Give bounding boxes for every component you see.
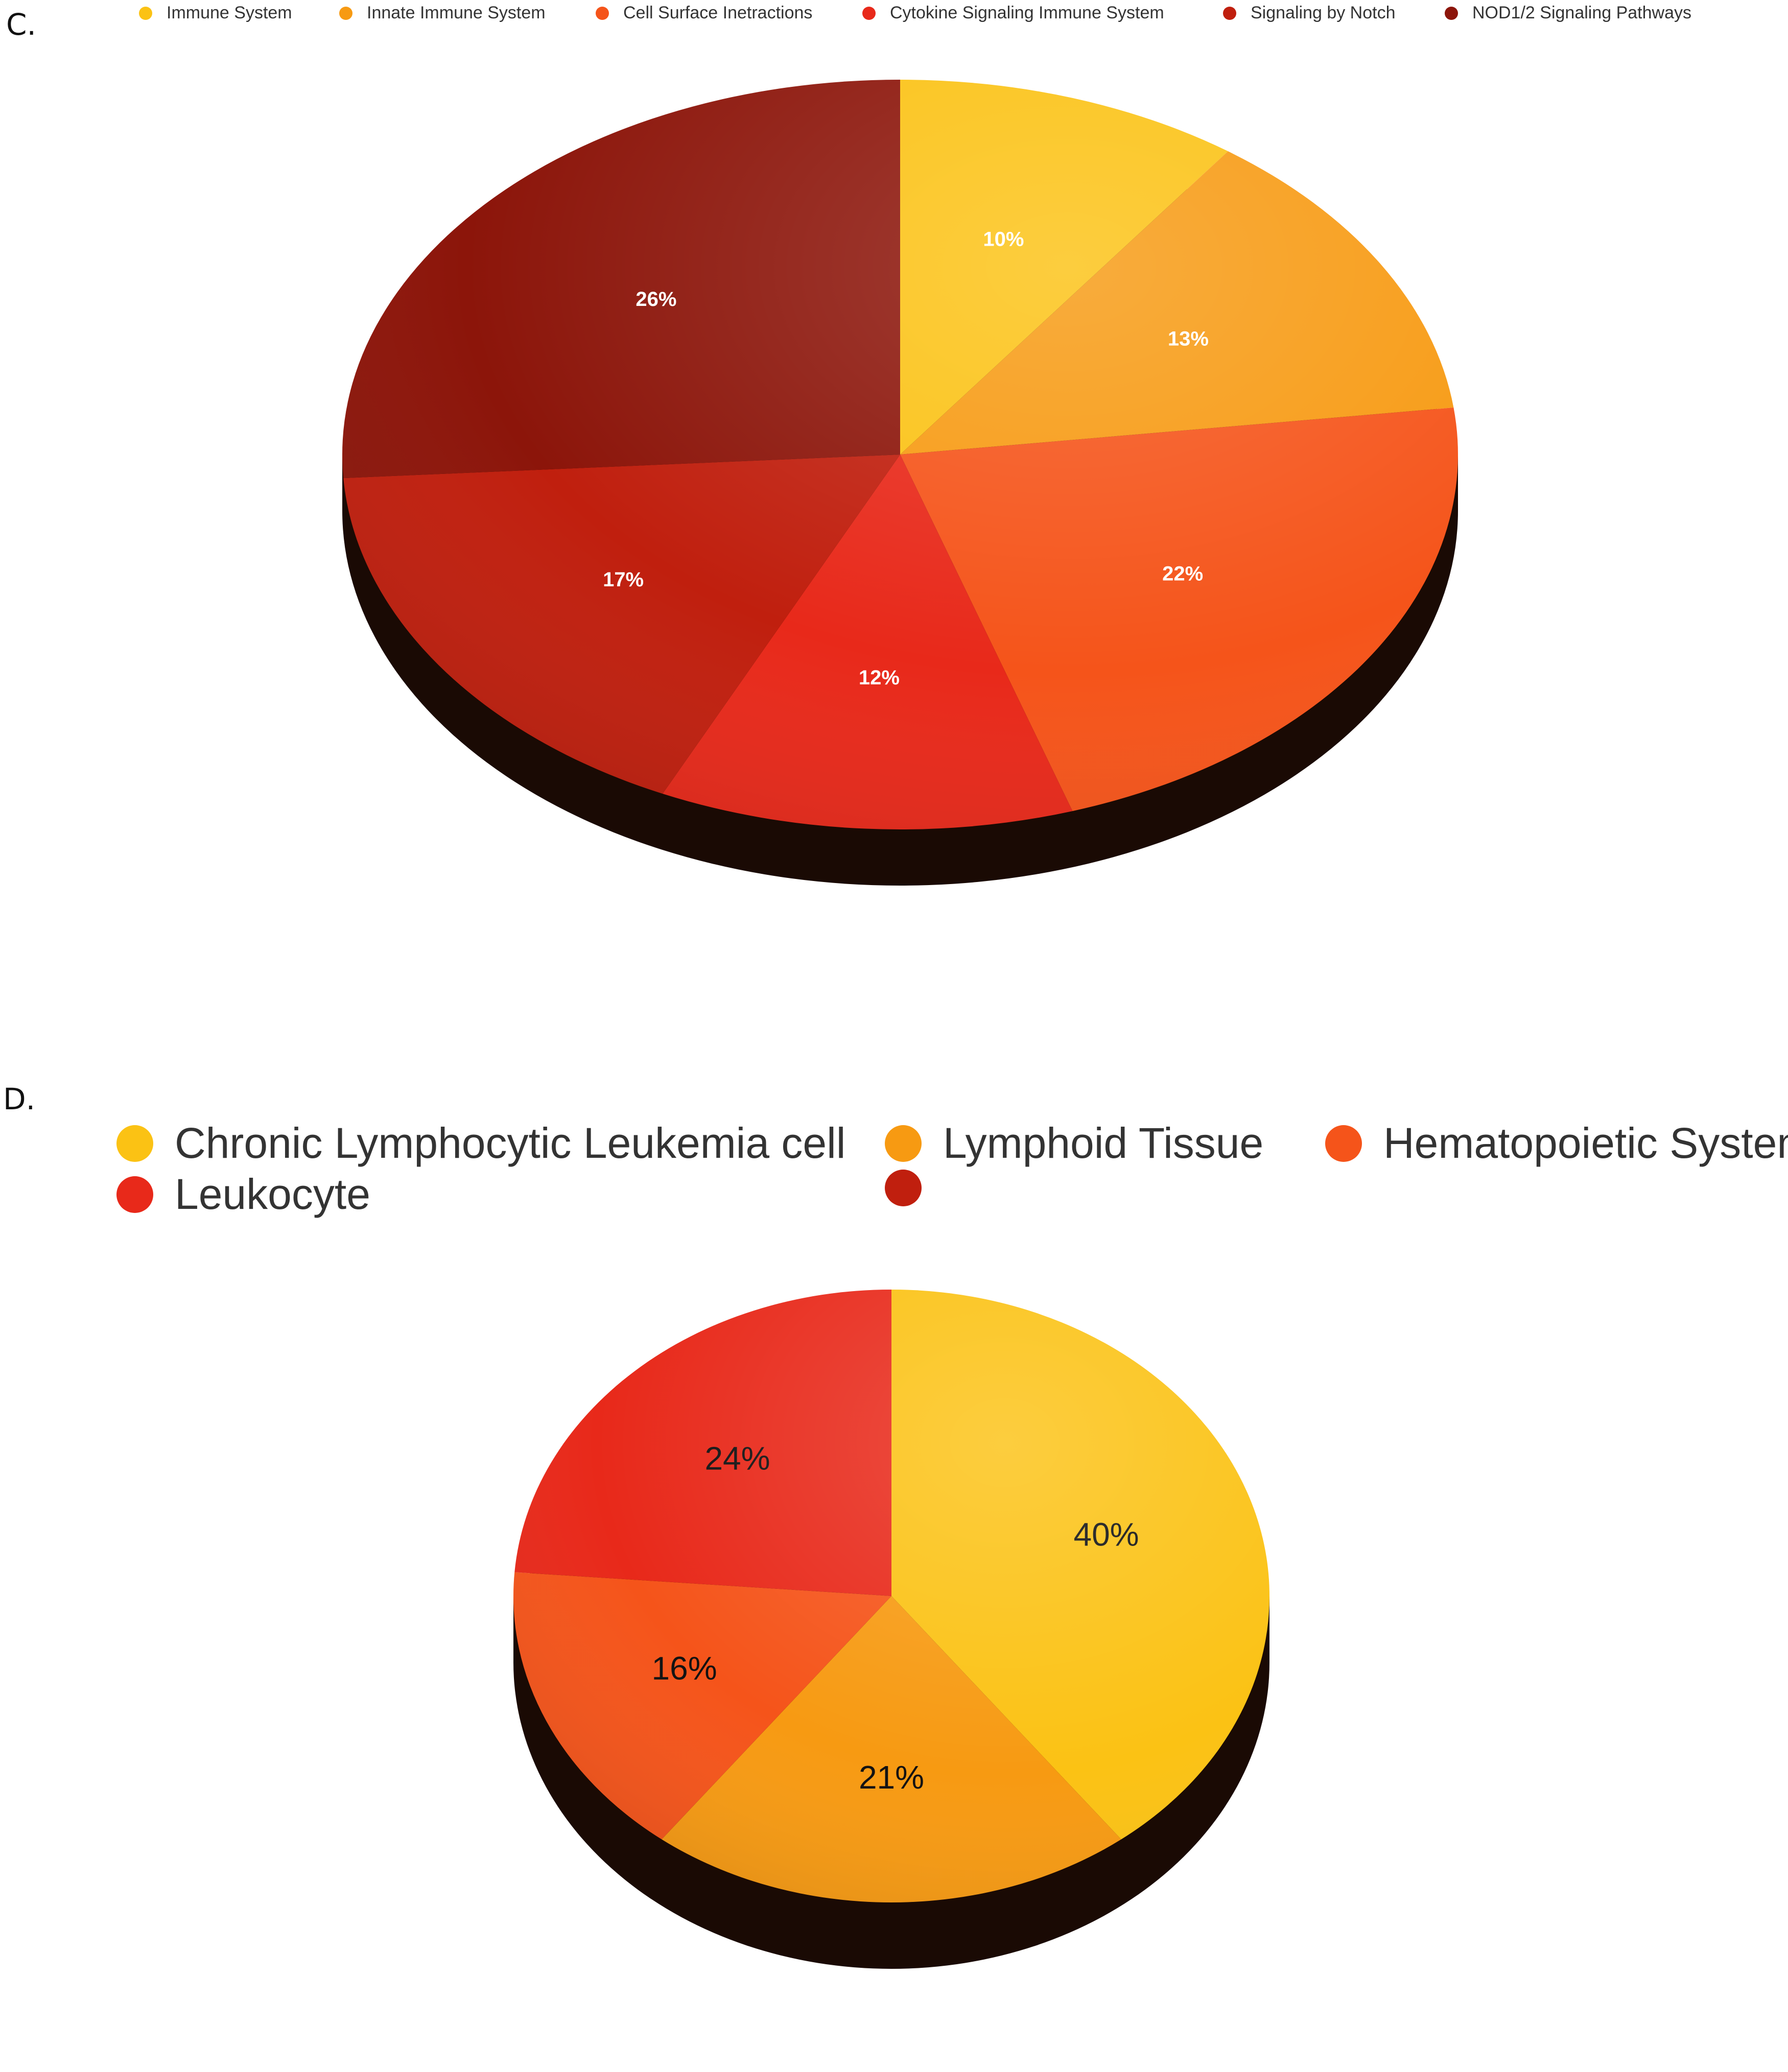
legend-dot-icon xyxy=(339,6,352,20)
legend-dot-icon xyxy=(885,1125,922,1162)
pie-d-highlight xyxy=(513,1290,1269,1902)
legend-label: Innate Immune System xyxy=(367,3,546,22)
legend-label: Immune System xyxy=(167,3,292,22)
legend-d-item: Leukocyte xyxy=(116,1170,370,1219)
legend-dot-icon xyxy=(1325,1125,1362,1162)
panel-d-label: D. xyxy=(3,1082,36,1116)
legend-d-item: Lymphoid Tissue xyxy=(885,1118,1263,1168)
legend-dot-icon xyxy=(885,1170,922,1206)
legend-d-item xyxy=(885,1170,943,1206)
legend-dot-icon xyxy=(1223,6,1236,20)
legend-c-item: Cytokine Signaling Immune System xyxy=(862,3,1164,23)
legend-label: Chronic Lymphocytic Leukemia cell xyxy=(175,1119,846,1167)
legend-label: Lymphoid Tissue xyxy=(943,1119,1264,1167)
panel-c-label: C. xyxy=(6,7,36,42)
legend-d-item: Chronic Lymphocytic Leukemia cell xyxy=(116,1118,845,1168)
legend-dot-icon xyxy=(596,6,609,20)
legend-c-item: Signaling by Notch xyxy=(1223,3,1396,23)
legend-dot-icon xyxy=(1445,6,1458,20)
legend-label: Cytokine Signaling Immune System xyxy=(890,3,1164,22)
legend-d-item: Hematopoietic System xyxy=(1325,1118,1788,1168)
pie-c-highlight xyxy=(342,80,1458,829)
legend-label: NOD1/2 Signaling Pathways xyxy=(1472,3,1692,22)
legend-c-item: NOD1/2 Signaling Pathways xyxy=(1445,3,1691,23)
legend-dot-icon xyxy=(116,1125,153,1162)
legend-dot-icon xyxy=(139,6,152,20)
legend-c-item: Innate Immune System xyxy=(339,3,546,23)
legend-label: Cell Surface Inetractions xyxy=(623,3,813,22)
legend-label: Signaling by Notch xyxy=(1251,3,1396,22)
legend-c-item: Immune System xyxy=(139,3,292,23)
legend-dot-icon xyxy=(116,1176,153,1213)
legend-dot-icon xyxy=(862,6,876,20)
legend-c-item: Cell Surface Inetractions xyxy=(596,3,812,23)
legend-label: Leukocyte xyxy=(175,1170,370,1218)
legend-label: Hematopoietic System xyxy=(1383,1119,1788,1167)
